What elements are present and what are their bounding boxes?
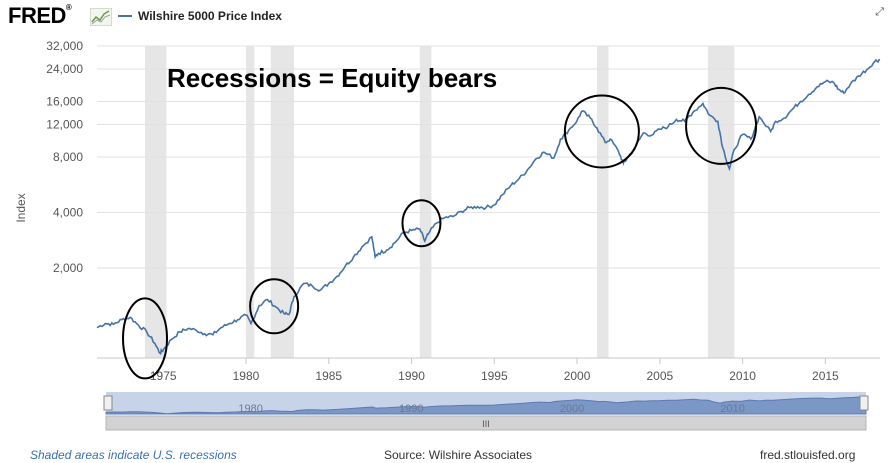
highlight-circle-0 [122, 297, 169, 380]
navigator-scroll-grip-icon: III [482, 419, 490, 429]
navigator-tick-label: 2000 [560, 403, 584, 415]
highlight-circle-4 [685, 86, 758, 165]
recession-band-3 [419, 46, 432, 358]
recession-band-1 [245, 46, 255, 358]
x-tick-label: 2005 [646, 369, 673, 383]
y-axis: 2,000 4,000 8,000 12,000 16,000 24,000 32,000 [46, 39, 83, 275]
series-line [96, 58, 881, 356]
navigator-tick-label: 2010 [720, 403, 744, 415]
y-axis-label: Index [14, 193, 28, 222]
highlight-circles [122, 86, 758, 380]
chart: 2,0004,0008,00012,00016,00024,00032,000 … [14, 39, 881, 383]
fred-mini-chart-icon [90, 8, 112, 26]
y-tick-label: 8,000 [53, 150, 83, 164]
navigator-ticks: 1980 1990 2000 2010 [238, 403, 745, 415]
navigator-right-handle[interactable] [859, 395, 869, 411]
fred-logo[interactable]: FRED® [8, 3, 72, 28]
highlight-circle-3 [563, 94, 640, 169]
navigator-series-area [105, 396, 867, 415]
x-tick-label: 2010 [729, 369, 756, 383]
expand-icon[interactable]: ⤢ [875, 6, 884, 18]
y-tick-label: 16,000 [46, 95, 83, 109]
navigator-scrollbar-thumb[interactable] [105, 415, 867, 431]
y-tick-label: 32,000 [46, 39, 83, 53]
site-link[interactable]: fred.stlouisfed.org [760, 448, 856, 462]
recession-note[interactable]: Shaded areas indicate U.S. recessions [30, 448, 237, 462]
highlight-circle-1 [249, 278, 300, 335]
recession-shading [145, 46, 735, 358]
legend-swatch [118, 15, 132, 17]
navigator-tick-label: 1980 [238, 403, 262, 415]
legend-series-name: Wilshire 5000 Price Index [138, 9, 282, 23]
y-tick-label: 2,000 [53, 261, 83, 275]
header: FRED® Wilshire 5000 Price Index ⤢ [0, 0, 896, 34]
source-text: Source: Wilshire Associates [384, 448, 533, 462]
highlight-circle-2 [401, 199, 442, 248]
navigator[interactable]: 1980 1990 2000 2010 III [0, 388, 896, 438]
x-tick-label: 1995 [481, 369, 508, 383]
x-axis: 1975 1980 1985 1990 1995 2000 2005 2010 2015 [97, 357, 880, 383]
recession-band-4 [596, 46, 609, 358]
y-tick-label: 24,000 [46, 62, 83, 76]
navigator-left-handle[interactable] [103, 395, 113, 411]
grid [97, 45, 880, 269]
x-tick-label: 1985 [315, 369, 342, 383]
y-tick-label: 12,000 [46, 118, 83, 132]
x-tick-label: 1990 [398, 369, 425, 383]
annotation-headline: Recessions = Equity bears [167, 63, 497, 93]
x-tick-label: 2000 [564, 369, 591, 383]
y-tick-label: 4,000 [53, 206, 83, 220]
legend: Wilshire 5000 Price Index [118, 9, 282, 23]
recession-band-5 [707, 46, 735, 358]
navigator-tick-label: 1990 [399, 403, 423, 415]
x-tick-label: 1980 [233, 369, 260, 383]
x-tick-label: 2015 [812, 369, 839, 383]
recession-band-0 [145, 46, 167, 358]
